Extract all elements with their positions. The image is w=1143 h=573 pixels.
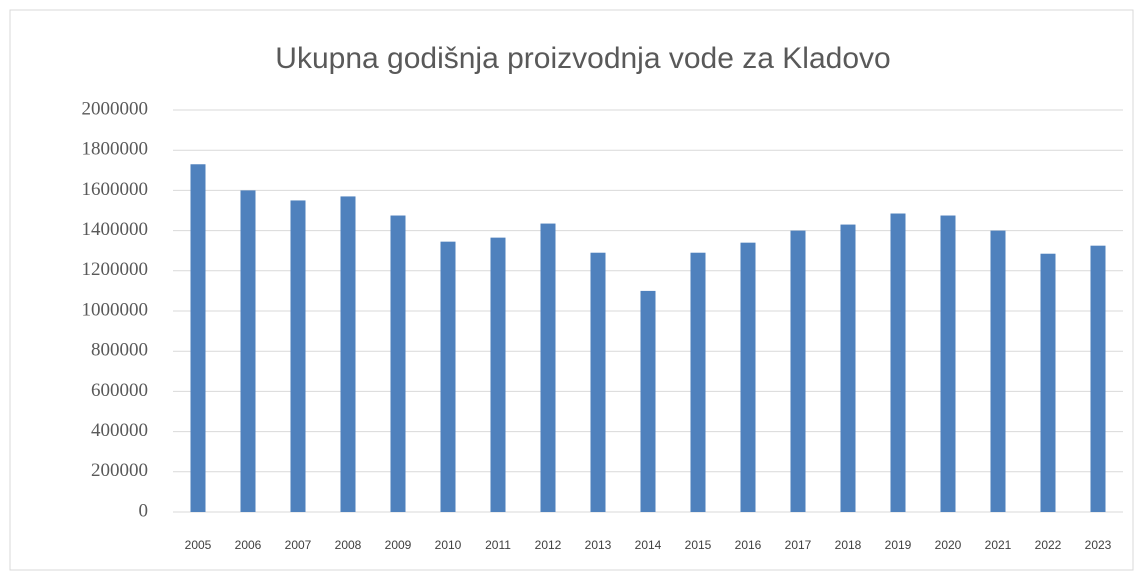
x-tick-label: 2010 bbox=[435, 538, 462, 552]
bar bbox=[390, 215, 406, 512]
x-tick-label: 2009 bbox=[385, 538, 412, 552]
x-tick-label: 2014 bbox=[635, 538, 662, 552]
bar bbox=[440, 241, 456, 512]
y-tick-label: 800000 bbox=[91, 340, 148, 361]
y-tick-label: 200000 bbox=[91, 460, 148, 481]
x-tick-label: 2005 bbox=[185, 538, 212, 552]
bar bbox=[590, 252, 606, 512]
bar bbox=[890, 213, 906, 512]
x-tick-label: 2007 bbox=[285, 538, 312, 552]
bar bbox=[940, 215, 956, 512]
bar bbox=[990, 230, 1006, 512]
chart-frame bbox=[9, 9, 1134, 571]
bar bbox=[790, 230, 806, 512]
y-tick-label: 0 bbox=[139, 500, 149, 521]
y-tick-label: 1200000 bbox=[82, 259, 149, 280]
x-tick-label: 2006 bbox=[235, 538, 262, 552]
bar bbox=[290, 200, 306, 512]
x-tick-label: 2019 bbox=[885, 538, 912, 552]
bar bbox=[190, 164, 206, 512]
bar bbox=[640, 290, 656, 512]
bar bbox=[490, 237, 506, 512]
y-tick-label: 1600000 bbox=[82, 179, 149, 200]
x-tick-label: 2012 bbox=[535, 538, 562, 552]
x-tick-label: 2017 bbox=[785, 538, 812, 552]
x-tick-label: 2008 bbox=[335, 538, 362, 552]
y-tick-label: 400000 bbox=[91, 420, 148, 441]
bar bbox=[240, 190, 256, 512]
y-tick-label: 2000000 bbox=[82, 98, 149, 119]
x-tick-label: 2023 bbox=[1085, 538, 1112, 552]
x-tick-label: 2020 bbox=[935, 538, 962, 552]
y-tick-label: 1800000 bbox=[82, 139, 149, 160]
bar bbox=[1090, 245, 1106, 513]
y-tick-label: 600000 bbox=[91, 380, 148, 401]
x-tick-label: 2013 bbox=[585, 538, 612, 552]
bar bbox=[340, 196, 356, 512]
bar bbox=[840, 224, 856, 512]
x-tick-label: 2021 bbox=[985, 538, 1012, 552]
x-tick-label: 2015 bbox=[685, 538, 712, 552]
y-tick-label: 1000000 bbox=[82, 299, 149, 320]
x-tick-label: 2016 bbox=[735, 538, 762, 552]
x-tick-label: 2011 bbox=[485, 538, 511, 552]
bar bbox=[1040, 253, 1056, 512]
bar bbox=[740, 242, 756, 512]
y-tick-label: 1400000 bbox=[82, 219, 149, 240]
bar bbox=[690, 252, 706, 512]
x-tick-label: 2022 bbox=[1035, 538, 1062, 552]
chart-title: Ukupna godišnja proizvodnja vode za Klad… bbox=[275, 42, 890, 75]
x-tick-label: 2018 bbox=[835, 538, 862, 552]
bar bbox=[540, 223, 556, 512]
